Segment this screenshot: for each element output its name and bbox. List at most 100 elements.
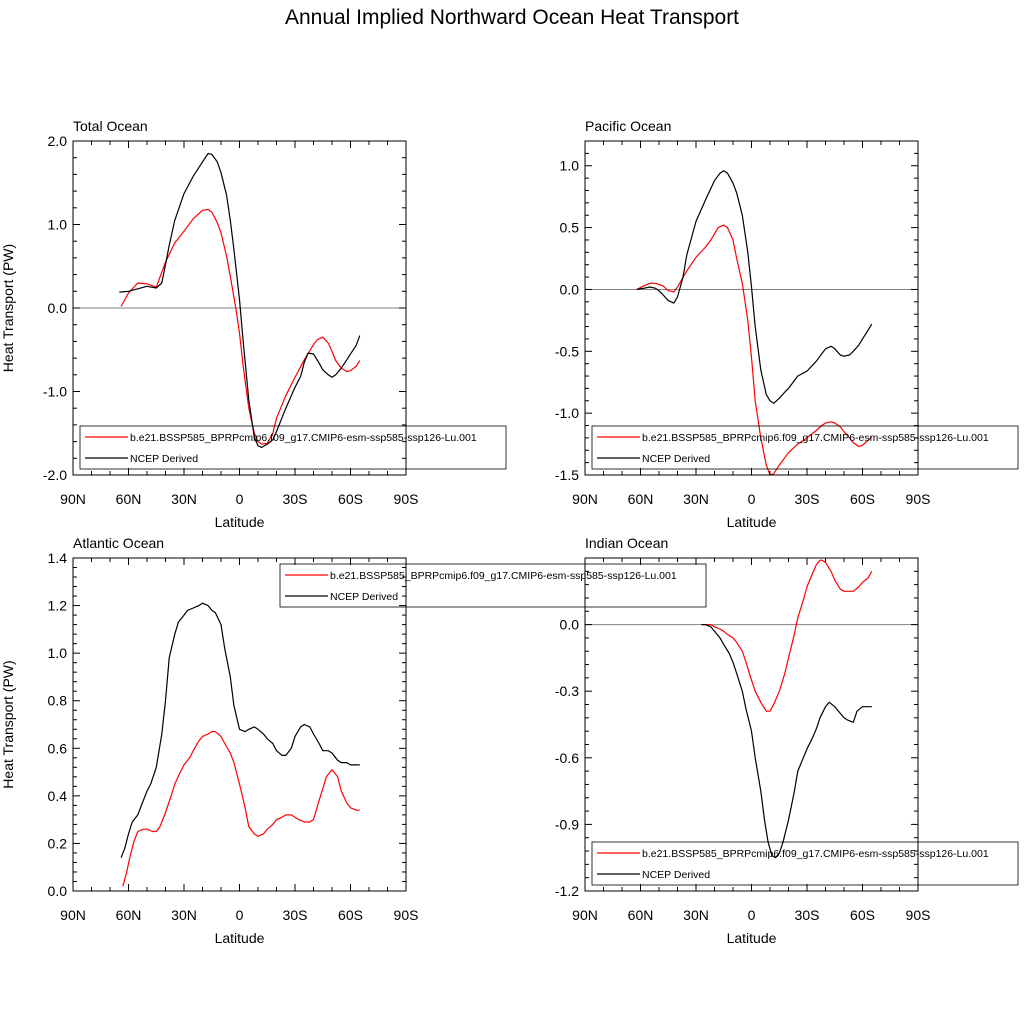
x-tick-label: 60S xyxy=(338,491,363,507)
legend-box xyxy=(79,425,507,470)
legend-entry: NCEP Derived xyxy=(330,591,398,603)
legend-entry: b.e21.BSSP585_BPRPcmip6.f09_g17.CMIP6-es… xyxy=(642,432,989,444)
y-tick-label: -1.0 xyxy=(43,384,67,400)
y-tick-label: 0.0 xyxy=(48,300,68,316)
x-axis-label: Latitude xyxy=(215,514,265,530)
y-tick-label: 1.0 xyxy=(48,217,68,233)
x-tick-label: 0 xyxy=(236,907,244,923)
series-lines xyxy=(119,152,361,448)
x-tick-label: 60S xyxy=(850,491,875,507)
x-axis-label: Latitude xyxy=(215,930,265,946)
legend-4: b.e21.BSSP585_BPRPcmip6.f09_g17.CMIP6-es… xyxy=(591,841,1019,886)
model-series-line xyxy=(120,208,361,445)
legend-entry: b.e21.BSSP585_BPRPcmip6.f09_g17.CMIP6-es… xyxy=(642,848,989,860)
y-tick-label: 2.0 xyxy=(48,133,68,149)
panel-title: Pacific Ocean xyxy=(585,118,671,134)
model-series-line xyxy=(705,559,873,712)
ncep-series-line xyxy=(701,623,872,859)
y-tick-label: -1.0 xyxy=(555,405,579,421)
y-tick-label: -0.6 xyxy=(555,750,579,766)
series-lines xyxy=(701,559,873,859)
panel-title: Total Ocean xyxy=(73,118,148,134)
y-axis-label: Heat Transport (PW) xyxy=(0,244,16,372)
x-tick-label: 60N xyxy=(628,907,654,923)
ncep-series-line xyxy=(119,152,361,448)
chart-panel-3: 0.0 0.2 0.4 0.6 0.8 1.0 1.2 1.4 90N 60N 30N 0 30S 60S… xyxy=(0,535,418,946)
y-tick-label: 1.4 xyxy=(48,550,68,566)
x-tick-label: 60N xyxy=(116,907,142,923)
y-tick-label: -0.5 xyxy=(555,343,579,359)
x-axis-label: Latitude xyxy=(727,514,777,530)
y-tick-label: 0.5 xyxy=(560,220,580,236)
legend-entry: NCEP Derived xyxy=(642,453,710,465)
legend-2: b.e21.BSSP585_BPRPcmip6.f09_g17.CMIP6-es… xyxy=(591,425,1019,470)
y-tick-label: 0.2 xyxy=(48,835,68,851)
x-tick-label: 90S xyxy=(906,491,931,507)
x-tick-label: 60N xyxy=(628,491,654,507)
x-tick-label: 30S xyxy=(795,907,820,923)
x-tick-label: 90N xyxy=(572,907,598,923)
y-tick-label: -2.0 xyxy=(43,467,67,483)
tick-marks xyxy=(584,140,919,476)
legend-1: b.e21.BSSP585_BPRPcmip6.f09_g17.CMIP6-es… xyxy=(79,425,507,470)
y-tick-label: -0.9 xyxy=(555,816,579,832)
legend-entry: b.e21.BSSP585_BPRPcmip6.f09_g17.CMIP6-es… xyxy=(330,570,677,582)
x-tick-label: 90N xyxy=(60,491,86,507)
ncep-series-line xyxy=(120,602,360,858)
plot-frame xyxy=(72,557,407,892)
x-tick-label: 90S xyxy=(906,907,931,923)
plot-frame xyxy=(584,557,919,892)
x-tick-label: 0 xyxy=(748,907,756,923)
y-tick-label: -0.3 xyxy=(555,683,579,699)
x-tick-label: 30N xyxy=(171,491,197,507)
figure-title: Annual Implied Northward Ocean Heat Tran… xyxy=(284,6,740,29)
series-lines xyxy=(636,170,873,475)
y-axis-label: Heat Transport (PW) xyxy=(0,660,16,788)
x-tick-label: 60S xyxy=(338,907,363,923)
y-tick-label: 0.0 xyxy=(48,883,68,899)
legend-box xyxy=(279,563,707,608)
y-tick-label: -1.5 xyxy=(555,467,579,483)
x-tick-label: 90S xyxy=(394,907,419,923)
x-tick-label: 90N xyxy=(572,491,598,507)
legend-box xyxy=(591,425,1019,470)
tick-marks xyxy=(584,557,919,892)
legend-entry: NCEP Derived xyxy=(642,869,710,881)
x-tick-label: 30N xyxy=(683,907,709,923)
model-series-line xyxy=(122,730,360,887)
y-tick-label: 1.2 xyxy=(48,598,68,614)
x-axis-label: Latitude xyxy=(727,930,777,946)
y-tick-label: 0.0 xyxy=(560,617,580,633)
legend-3: b.e21.BSSP585_BPRPcmip6.f09_g17.CMIP6-es… xyxy=(279,563,707,608)
chart-panel-1: -2.0 -1.0 0.0 1.0 2.0 90N 60N 30N 0 30S 60S 90S Tota… xyxy=(0,118,418,530)
x-tick-label: 60N xyxy=(116,491,142,507)
x-tick-label: 60S xyxy=(850,907,875,923)
plot-frame xyxy=(584,140,919,476)
panel-title: Indian Ocean xyxy=(585,535,668,551)
x-tick-label: 30N xyxy=(683,491,709,507)
x-tick-label: 0 xyxy=(748,491,756,507)
x-tick-label: 0 xyxy=(236,491,244,507)
x-tick-label: 30N xyxy=(171,907,197,923)
chart-panel-4: -1.2 -0.9 -0.6 -0.3 0.0 90N 60N 30N 0 30S 60S 90S In… xyxy=(555,535,931,946)
x-tick-label: 90N xyxy=(60,907,86,923)
legend-box xyxy=(591,841,1019,886)
x-tick-label: 30S xyxy=(283,491,308,507)
y-tick-label: 0.8 xyxy=(48,693,68,709)
y-tick-label: 0.6 xyxy=(48,740,68,756)
legend-entry: b.e21.BSSP585_BPRPcmip6.f09_g17.CMIP6-es… xyxy=(130,432,477,444)
ncep-series-line xyxy=(636,170,873,404)
chart-panel-2: -1.5 -1.0 -0.5 0.0 0.5 1.0 90N 60N 30N 0 30S 60S 90S… xyxy=(555,118,931,530)
x-tick-label: 30S xyxy=(795,491,820,507)
y-tick-label: 1.0 xyxy=(48,645,68,661)
series-lines xyxy=(120,602,360,887)
x-tick-label: 30S xyxy=(283,907,308,923)
panel-title: Atlantic Ocean xyxy=(73,535,164,551)
x-tick-label: 90S xyxy=(394,491,419,507)
y-tick-label: 0.0 xyxy=(560,281,580,297)
tick-marks xyxy=(72,557,407,892)
y-tick-label: -1.2 xyxy=(555,883,579,899)
y-tick-label: 1.0 xyxy=(560,158,580,174)
legend-entry: NCEP Derived xyxy=(130,453,198,465)
